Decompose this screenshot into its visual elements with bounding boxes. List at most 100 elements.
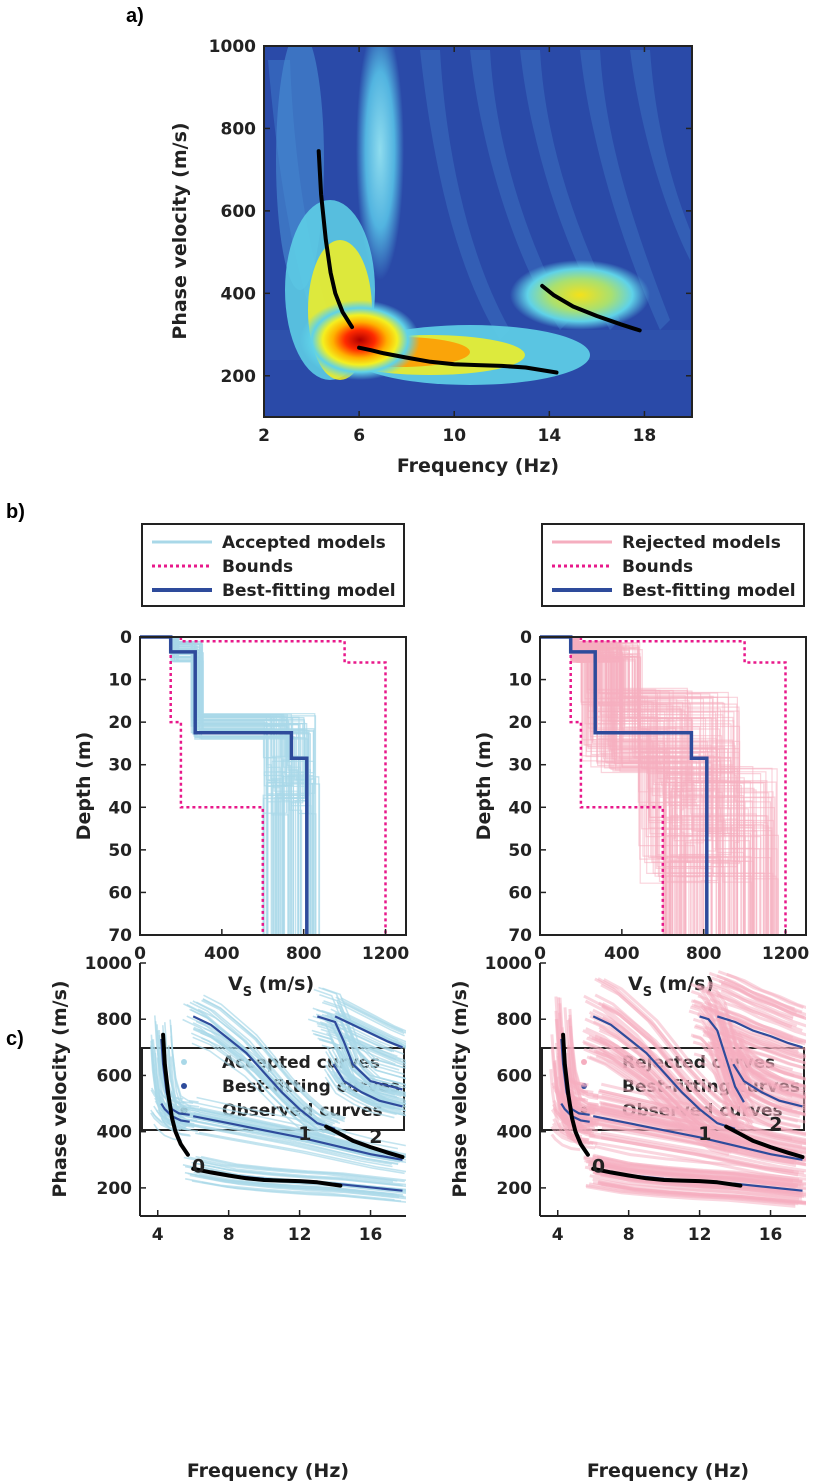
ensemble-curve xyxy=(151,1087,181,1109)
ensemble-curve xyxy=(592,1181,803,1203)
observed-curve-1 xyxy=(191,1166,343,1188)
best-fitting-curve-7 xyxy=(716,1015,803,1049)
ensemble-curve xyxy=(600,983,744,1111)
rejected-models-ensemble xyxy=(540,636,779,935)
model-line xyxy=(140,636,281,935)
ensemble-curve xyxy=(324,1076,395,1119)
y-tick-label-60: 60 xyxy=(508,883,532,903)
ensemble-curve xyxy=(598,1036,742,1145)
x-tick-label-6: 6 xyxy=(353,426,365,446)
best-model xyxy=(140,635,309,935)
plot-area-c-right xyxy=(549,970,806,1208)
ensemble-curve xyxy=(200,1155,406,1182)
ensemble-curve xyxy=(203,1176,406,1200)
ensemble-curve xyxy=(196,1001,339,1123)
ensemble-curve xyxy=(568,1077,599,1101)
ensemble-curve xyxy=(601,1002,745,1121)
model-line xyxy=(140,636,282,935)
ensemble-curve xyxy=(722,1026,806,1058)
y-tick-label-600: 600 xyxy=(497,1066,533,1086)
ensemble-curve xyxy=(335,996,404,1032)
legend-label-best-fitting-model: Best-fitting model xyxy=(622,581,796,601)
y-tick-label-200: 200 xyxy=(221,367,257,387)
dispersion-heatmap xyxy=(264,46,692,417)
ensemble-curve xyxy=(338,1013,406,1047)
panel-label-a: a) xyxy=(126,5,144,27)
x-tick-label-16: 16 xyxy=(359,1225,383,1245)
y-axis-label-a: Phase velocity (m/s) xyxy=(169,122,191,339)
ensemble-curve xyxy=(719,1037,806,1070)
observed-curves-c-left xyxy=(161,1032,405,1188)
observed-curve-mode1 xyxy=(540,283,642,333)
mode-labels-c-right: 0 1 2 xyxy=(592,1113,783,1177)
model-line xyxy=(540,636,755,935)
y-tick-label-30: 30 xyxy=(508,756,532,776)
ensemble-curve xyxy=(187,1108,398,1154)
mode-labels-c-left: 0 1 2 xyxy=(192,1123,383,1177)
ensemble-curve xyxy=(344,1038,406,1067)
x-tick-label-12: 12 xyxy=(288,1225,312,1245)
y-tick-label-600: 600 xyxy=(221,202,257,222)
y-tick-label-60: 60 xyxy=(108,883,132,903)
best-fitting-curve-6 xyxy=(316,1015,403,1091)
y-axis-label-c-right: Phase velocity (m/s) xyxy=(449,980,471,1197)
ensemble-curve xyxy=(551,1082,582,1104)
ensemble-curve xyxy=(592,1171,803,1198)
x-label-unit: (m/s) xyxy=(652,973,714,995)
ensemble-curve xyxy=(185,1178,395,1201)
y-tick-label-400: 400 xyxy=(497,1123,533,1143)
ensemble-curve xyxy=(594,993,738,1120)
observed-curves-a xyxy=(316,149,642,375)
x-axis-label-c-left: Frequency (Hz) xyxy=(187,1460,349,1481)
ensemble-curve xyxy=(340,1034,406,1064)
ensemble-curve xyxy=(717,1058,804,1088)
ensemble-curve xyxy=(200,1161,406,1186)
model-line xyxy=(540,636,717,935)
ensemble-curve xyxy=(598,1001,742,1126)
ensemble-curve xyxy=(717,970,804,1009)
x-tick-label-16: 16 xyxy=(759,1225,783,1245)
x-tick-label-800: 800 xyxy=(686,944,722,964)
best-fitting-curve-5 xyxy=(332,1063,403,1108)
ensemble-curve xyxy=(586,1055,730,1157)
best-model xyxy=(540,635,709,935)
x-tick-label-18: 18 xyxy=(633,426,657,446)
ensemble-curve xyxy=(186,1015,329,1128)
ensemble-curve xyxy=(720,981,806,1021)
ensemble-curve xyxy=(312,1007,399,1087)
y-tick-label-50: 50 xyxy=(508,841,532,861)
ensemble-curve xyxy=(333,1073,404,1115)
plot-frame-b-left xyxy=(139,636,407,936)
ensemble-curve xyxy=(550,1125,581,1144)
ensemble-curve xyxy=(588,1133,799,1177)
ensemble-curve xyxy=(337,1015,406,1048)
x-label-sub: S xyxy=(243,985,252,1000)
x-tick-label-1200: 1200 xyxy=(362,944,409,964)
x-tick-label-8: 8 xyxy=(223,1225,235,1245)
observed-curve-1 xyxy=(591,1166,743,1188)
observed-curve-mode0 xyxy=(357,345,559,375)
x-axis-label-b-right: VS (m/s) xyxy=(628,973,714,1000)
y-tick-label-20: 20 xyxy=(508,713,532,733)
mode-label-2: 2 xyxy=(769,1113,782,1135)
best-model-line-b-right xyxy=(540,635,709,935)
best-fitting-curve-2 xyxy=(592,1115,803,1161)
ensemble-curve xyxy=(582,1029,726,1143)
ensemble-curve xyxy=(154,1097,184,1119)
ensemble-curve xyxy=(726,1010,806,1043)
x-tick-label-4: 4 xyxy=(552,1225,564,1245)
ensemble-curve xyxy=(688,1009,735,1098)
y-axis-label-b-right: Depth (m) xyxy=(473,732,495,841)
observed-curve-2 xyxy=(724,1124,805,1159)
legend-marker-rejected xyxy=(581,1059,587,1065)
best-fitting-curve-7 xyxy=(334,1015,403,1049)
mode-label-1: 1 xyxy=(698,1123,711,1145)
vs-profile-accepted-panel: Accepted models Bounds Best-fitting mode… xyxy=(73,523,409,1000)
model-line xyxy=(140,636,285,935)
x-tick-label-8: 8 xyxy=(623,1225,635,1245)
ensemble-curve xyxy=(721,1032,806,1065)
x-tick-label-12: 12 xyxy=(688,1225,712,1245)
best-model-line-b-left xyxy=(140,635,309,935)
y-tick-label-40: 40 xyxy=(508,798,532,818)
